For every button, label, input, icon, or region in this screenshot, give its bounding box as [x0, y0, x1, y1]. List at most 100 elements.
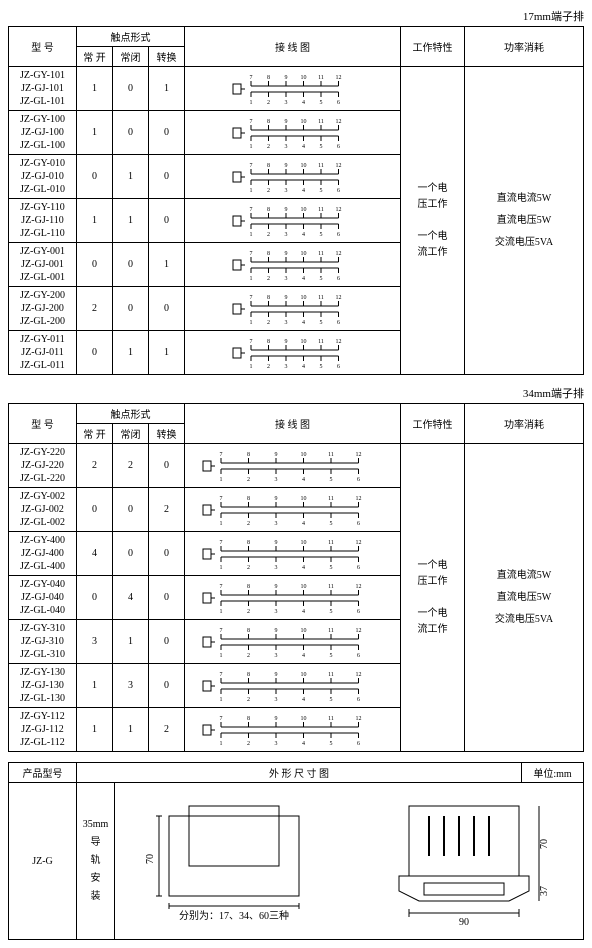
- svg-text:1: 1: [249, 144, 252, 150]
- svg-text:3: 3: [284, 144, 287, 150]
- svg-text:7: 7: [249, 119, 252, 125]
- svg-text:5: 5: [329, 565, 332, 571]
- svg-text:10: 10: [300, 628, 306, 634]
- caption-17mm: 17mm端子排: [8, 8, 584, 24]
- hdr-co: 转换: [149, 424, 185, 444]
- svg-text:10: 10: [300, 207, 306, 213]
- svg-text:7: 7: [219, 584, 222, 590]
- svg-text:10: 10: [300, 75, 306, 81]
- svg-text:4: 4: [302, 697, 305, 703]
- svg-text:9: 9: [284, 163, 287, 169]
- model-cell: JZ-GY-002JZ-GJ-002JZ-GL-002: [9, 488, 77, 532]
- wiring-cell: 718293104115126: [185, 243, 401, 287]
- dim-hdr-unit: 单位:mm: [522, 763, 584, 783]
- svg-text:7: 7: [249, 295, 252, 301]
- wiring-cell: 718293104115126: [185, 576, 401, 620]
- wiring-cell: 718293104115126: [185, 620, 401, 664]
- nc-cell: 4: [113, 576, 149, 620]
- side-w-label: 90: [459, 917, 469, 928]
- header-row-1: 型 号 触点形式 接 线 图 工作特性 功率消耗: [9, 404, 584, 424]
- svg-text:8: 8: [267, 339, 270, 345]
- svg-text:9: 9: [274, 496, 277, 502]
- no-cell: 2: [77, 287, 113, 331]
- hdr-work: 工作特性: [401, 27, 465, 67]
- svg-text:9: 9: [284, 339, 287, 345]
- svg-text:1: 1: [249, 320, 252, 326]
- svg-text:7: 7: [249, 207, 252, 213]
- co-cell: 0: [149, 111, 185, 155]
- svg-text:8: 8: [247, 672, 250, 678]
- svg-text:5: 5: [329, 741, 332, 747]
- nc-cell: 1: [113, 155, 149, 199]
- wiring-cell: 718293104115126: [185, 287, 401, 331]
- model-cell: JZ-GY-101JZ-GJ-101JZ-GL-101: [9, 67, 77, 111]
- svg-text:2: 2: [247, 653, 250, 659]
- svg-text:5: 5: [329, 697, 332, 703]
- svg-text:4: 4: [302, 320, 305, 326]
- svg-text:1: 1: [249, 364, 252, 370]
- svg-text:1: 1: [219, 697, 222, 703]
- nc-cell: 2: [113, 444, 149, 488]
- model-cell: JZ-GY-040JZ-GJ-040JZ-GL-040: [9, 576, 77, 620]
- svg-text:8: 8: [267, 119, 270, 125]
- svg-text:1: 1: [219, 521, 222, 527]
- svg-text:12: 12: [335, 163, 341, 169]
- dim-mount-label: 35mm 导 轨 安 装: [77, 783, 115, 940]
- svg-text:3: 3: [284, 100, 287, 106]
- model-cell: JZ-GY-220JZ-GJ-220JZ-GL-220: [9, 444, 77, 488]
- svg-text:8: 8: [267, 163, 270, 169]
- dim-model-value: JZ-G: [9, 783, 77, 940]
- outline-drawing-svg: 70 分别为：17、34、60三种 70: [129, 791, 569, 931]
- svg-text:12: 12: [335, 75, 341, 81]
- hdr-nc: 常闭: [113, 424, 149, 444]
- wiring-cell: 718293104115126: [185, 444, 401, 488]
- svg-text:8: 8: [247, 628, 250, 634]
- dim-hdr-product: 产品型号: [9, 763, 77, 783]
- header-row-1: 型 号 触点形式 接 线 图 工作特性 功率消耗: [9, 27, 584, 47]
- wiring-cell: 718293104115126: [185, 67, 401, 111]
- svg-text:9: 9: [284, 75, 287, 81]
- svg-text:1: 1: [219, 565, 222, 571]
- svg-text:9: 9: [284, 207, 287, 213]
- svg-text:11: 11: [318, 251, 324, 257]
- svg-text:7: 7: [219, 452, 222, 458]
- model-cell: JZ-GY-130JZ-GJ-130JZ-GL-130: [9, 664, 77, 708]
- nc-cell: 0: [113, 67, 149, 111]
- svg-text:12: 12: [355, 672, 361, 678]
- svg-text:6: 6: [337, 188, 340, 194]
- svg-text:7: 7: [249, 75, 252, 81]
- svg-text:5: 5: [319, 100, 322, 106]
- co-cell: 1: [149, 243, 185, 287]
- svg-text:12: 12: [355, 452, 361, 458]
- svg-text:9: 9: [284, 251, 287, 257]
- svg-text:5: 5: [319, 320, 322, 326]
- hdr-model: 型 号: [9, 27, 77, 67]
- svg-text:3: 3: [274, 565, 277, 571]
- svg-text:4: 4: [302, 477, 305, 483]
- svg-text:5: 5: [319, 364, 322, 370]
- svg-text:2: 2: [247, 477, 250, 483]
- data-row: JZ-GY-101JZ-GJ-101JZ-GL-1011017182931041…: [9, 67, 584, 111]
- svg-text:9: 9: [274, 452, 277, 458]
- svg-text:3: 3: [284, 320, 287, 326]
- svg-text:12: 12: [335, 119, 341, 125]
- mount-l4: 装: [78, 888, 113, 906]
- nc-cell: 1: [113, 331, 149, 375]
- mount-l1: 导: [78, 834, 113, 852]
- svg-text:1: 1: [219, 653, 222, 659]
- svg-text:3: 3: [274, 653, 277, 659]
- svg-text:9: 9: [274, 540, 277, 546]
- svg-text:11: 11: [328, 452, 334, 458]
- hdr-contact: 触点形式: [77, 27, 185, 47]
- co-cell: 0: [149, 664, 185, 708]
- front-h-label: 70: [145, 854, 156, 864]
- svg-text:2: 2: [267, 320, 270, 326]
- svg-text:8: 8: [267, 75, 270, 81]
- svg-text:4: 4: [302, 232, 305, 238]
- svg-text:10: 10: [300, 251, 306, 257]
- svg-text:12: 12: [355, 716, 361, 722]
- svg-text:2: 2: [247, 609, 250, 615]
- model-cell: JZ-GY-310JZ-GJ-310JZ-GL-310: [9, 620, 77, 664]
- svg-text:2: 2: [247, 521, 250, 527]
- svg-text:9: 9: [274, 584, 277, 590]
